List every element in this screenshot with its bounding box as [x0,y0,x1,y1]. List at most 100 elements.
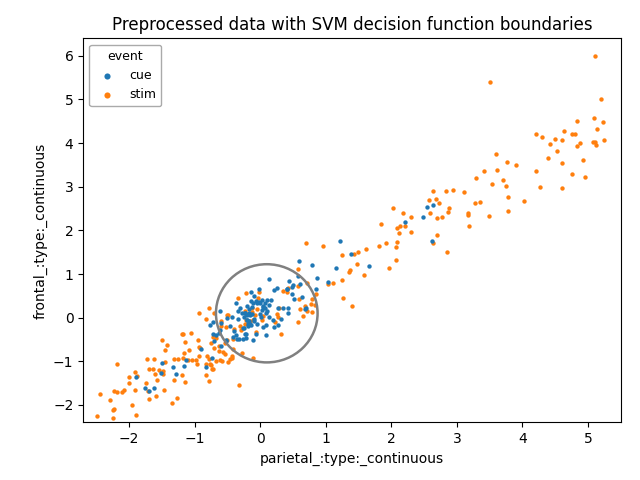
cue [418,213,428,221]
stim [201,372,211,379]
stim [282,285,292,292]
stim [118,386,129,394]
cue [239,324,250,332]
stim [204,355,214,363]
stim [186,329,196,337]
cue [247,310,257,317]
stim [301,307,312,315]
stim [391,243,401,251]
cue [246,297,256,305]
stim [475,198,485,206]
cue [237,309,247,316]
cue [201,363,211,371]
stim [552,147,562,155]
stim [166,399,177,407]
stim [392,224,402,231]
stim [184,346,194,354]
cue [256,313,266,321]
stim [391,256,401,264]
stim [271,311,282,318]
stim [206,361,216,369]
stim [252,305,262,313]
stim [141,379,151,387]
stim [143,387,153,395]
cue [266,297,276,304]
stim [298,312,308,320]
cue [296,293,307,300]
cue [248,317,259,324]
stim [491,150,501,158]
stim [204,377,214,384]
stim [180,378,190,386]
stim [188,356,198,364]
stim [572,118,582,125]
stim [428,239,438,246]
cue [251,330,261,338]
stim [273,313,283,321]
cue [252,321,262,328]
cue [235,304,245,312]
cue [157,360,167,367]
Y-axis label: frontal_:type:_continuous: frontal_:type:_continuous [33,142,47,319]
stim [156,336,166,344]
stim [177,372,187,379]
stim [220,350,230,358]
stim [150,370,161,378]
stim [159,386,170,394]
cue [287,283,298,290]
stim [169,376,179,384]
cue [241,330,252,337]
stim [177,331,188,338]
stim [578,156,588,164]
stim [323,280,333,288]
cue [214,329,224,337]
stim [471,174,481,181]
cue [282,286,292,293]
stim [556,159,566,167]
stim [216,357,227,365]
stim [502,207,513,215]
stim [248,316,258,324]
stim [293,282,303,289]
cue [287,281,298,289]
stim [302,279,312,287]
stim [209,344,219,351]
stim [431,195,441,203]
cue [278,304,289,312]
cue [257,306,268,313]
stim [406,213,416,221]
cue [400,218,410,226]
cue [251,297,261,305]
stim [209,309,219,317]
stim [225,356,236,363]
cue [258,324,268,331]
cue [331,264,341,271]
stim [535,183,545,191]
cue [228,327,239,335]
stim [148,355,159,362]
stim [537,133,547,141]
stim [591,142,601,149]
stim [345,266,355,274]
cue [156,370,166,377]
stim [270,318,280,326]
cue [221,337,232,345]
stim [273,304,284,312]
cue [242,316,252,324]
cue [246,288,257,296]
stim [172,394,182,402]
stim [244,317,255,325]
stim [228,335,238,342]
cue [295,280,305,288]
cue [248,336,259,344]
cue [300,305,310,313]
cue [284,277,294,285]
cue [143,387,154,395]
cue [243,323,253,330]
stim [599,136,609,144]
cue [255,299,265,307]
stim [278,287,289,295]
Legend: cue, stim: cue, stim [90,45,161,106]
stim [531,167,541,175]
stim [282,288,292,296]
